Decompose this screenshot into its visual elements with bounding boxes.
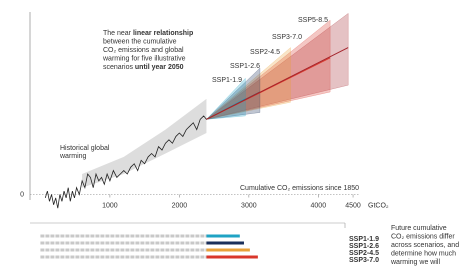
future-emissions-bar xyxy=(206,234,240,238)
panel-text: across scenarios, and xyxy=(391,242,459,249)
historical-line xyxy=(44,115,207,209)
panel-text: CO₂ emissions differ xyxy=(391,233,455,240)
emissions-legend: SSP2-4.5 xyxy=(349,250,379,257)
scenario-label: SSP1-2.6 xyxy=(230,63,260,70)
future-emissions-bar xyxy=(206,248,250,252)
annotation: scenarios until year 2050 xyxy=(103,64,184,71)
emissions-legend: SSP3-7.0 xyxy=(349,257,379,264)
x-axis-label: Cumulative CO₂ emissions since 1850 xyxy=(240,185,359,192)
annotation: between the cumulative xyxy=(103,38,177,45)
annotation-part: warming for five illustrative xyxy=(102,55,186,62)
scenario-label: SSP3-7.0 xyxy=(272,34,302,41)
historical-label: warming xyxy=(59,153,87,160)
x-tick-label: 2000 xyxy=(172,202,188,209)
annotation-part: The near xyxy=(103,30,133,37)
panel-text: Future cumulative xyxy=(391,225,447,232)
emissions-legend: SSP1-1.9 xyxy=(349,236,379,243)
scenario-label: SSP2-4.5 xyxy=(250,49,280,56)
x-tick-label: 1000 xyxy=(102,202,118,209)
panel-text: determine how much xyxy=(391,250,456,257)
annotation: The near linear relationship xyxy=(103,30,193,37)
x-tick-label: 4000 xyxy=(311,202,327,209)
future-emissions-bar xyxy=(206,241,244,245)
scenario-range xyxy=(205,67,261,120)
scenario-range xyxy=(205,77,246,120)
annotation: warming for five illustrative xyxy=(102,55,186,62)
panel-text: warming we will xyxy=(390,259,440,266)
annotation-part: until year 2050 xyxy=(135,64,184,71)
y-tick-label: 0 xyxy=(20,191,24,198)
scenario-label: SSP1-1.9 xyxy=(212,77,242,84)
scenario-line xyxy=(206,47,349,120)
x-unit: GtCO₂ xyxy=(368,202,389,209)
annotation-part: linear relationship xyxy=(133,30,193,37)
annotation-part: CO₂ emissions and global xyxy=(103,47,184,54)
scenario-range xyxy=(205,47,291,120)
future-emissions-bar xyxy=(206,255,258,259)
historical-range xyxy=(82,98,207,188)
x-tick-label: 3000 xyxy=(241,202,257,209)
emissions-legend: SSP1-2.6 xyxy=(349,243,379,250)
scenario-label: SSP5-8.5 xyxy=(298,17,328,24)
x-tick-label: 4500 xyxy=(345,202,361,209)
annotation: CO₂ emissions and global xyxy=(103,47,184,54)
historical-label: Historical global xyxy=(60,145,110,152)
scenario-range xyxy=(206,19,331,120)
annotation-part: between the cumulative xyxy=(103,38,177,45)
annotation-part: scenarios xyxy=(103,64,135,71)
scenario-range xyxy=(206,12,349,120)
